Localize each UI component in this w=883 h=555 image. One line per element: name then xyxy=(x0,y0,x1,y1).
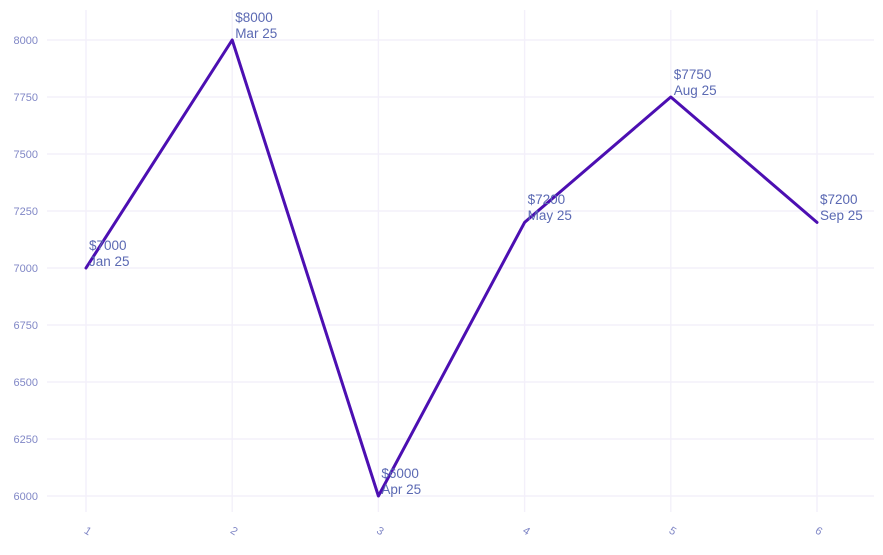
y-tick-label: 6250 xyxy=(14,434,38,446)
y-tick-label: 7000 xyxy=(14,263,38,275)
x-tick-label: 6 xyxy=(813,525,825,538)
y-tick-label: 6000 xyxy=(14,491,38,503)
x-tick-label: 3 xyxy=(374,525,386,538)
x-tick-label: 1 xyxy=(82,525,94,538)
x-tick-label: 5 xyxy=(667,525,679,538)
y-tick-label: 7750 xyxy=(14,92,38,104)
y-tick-label: 7500 xyxy=(14,149,38,161)
y-tick-label: 8000 xyxy=(14,35,38,47)
y-tick-label: 7250 xyxy=(14,206,38,218)
x-tick-label: 4 xyxy=(520,525,532,538)
series-line xyxy=(84,38,819,498)
x-tick-label: 2 xyxy=(228,525,240,538)
y-tick-label: 6750 xyxy=(14,320,38,332)
y-tick-label: 6500 xyxy=(14,377,38,389)
